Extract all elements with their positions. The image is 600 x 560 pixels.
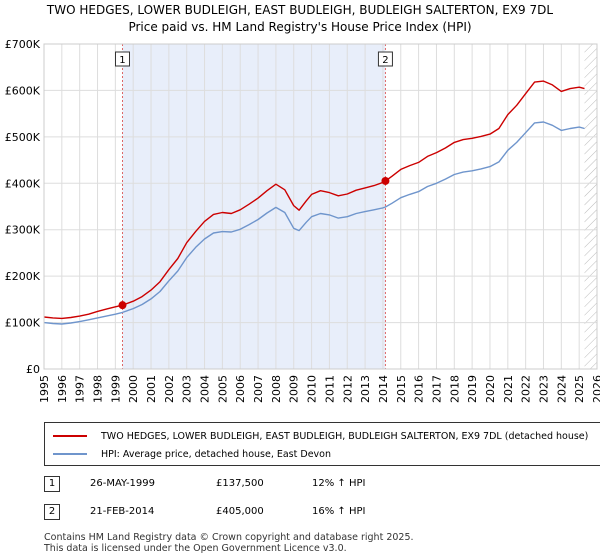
x-tick-label: 2004 [199,375,212,403]
y-tick-label: £600K [5,84,41,97]
legend-label-property: TWO HEDGES, LOWER BUDLEIGH, EAST BUDLEIG… [101,430,589,442]
x-tick-label: 2015 [395,375,408,403]
y-tick-label: £500K [5,131,41,144]
x-tick-label: 2006 [234,375,247,403]
x-tick-label: 2002 [163,375,176,403]
x-tick-label: 2014 [377,375,390,403]
sale-label-box [114,51,130,67]
x-tick-label: 2013 [359,375,372,403]
x-tick-label: 2022 [520,375,533,403]
sale-label: 2 [382,55,388,66]
y-tick-label: £200K [5,270,41,283]
x-tick-label: 1997 [74,375,87,403]
projection-hatch [584,44,597,369]
x-tick-label: 2020 [484,375,497,403]
y-tick-label: £100K [5,317,41,330]
x-tick-label: 2018 [448,375,461,403]
x-tick-label: 2005 [216,375,229,403]
hpi-line [43,121,585,325]
footer-note: Contains HM Land Registry data © Crown c… [44,532,414,554]
y-tick-label: £0 [26,363,40,376]
x-tick-label: 2010 [306,375,319,403]
sale-hpi-change: 12% ↑ HPI [312,478,366,489]
sale-marker-badge: 1 [44,476,60,492]
legend-entry-hpi: HPI: Average price, detached house, East… [53,445,331,463]
chart-title-line1: TWO HEDGES, LOWER BUDLEIGH, EAST BUDLEIG… [46,3,554,17]
x-tick-label: 2012 [341,375,354,403]
y-tick-label: £700K [5,38,41,51]
x-tick-label: 2003 [181,375,194,403]
x-tick-label: 2016 [413,375,426,403]
x-tick-label: 2011 [323,375,336,403]
x-tick-label: 2025 [573,375,586,403]
x-tick-label: 2021 [502,375,515,403]
x-tick-label: 2009 [288,375,301,403]
legend-entry-property: TWO HEDGES, LOWER BUDLEIGH, EAST BUDLEIG… [53,427,588,445]
footer-line-1: Contains HM Land Registry data © Crown c… [44,532,414,543]
sale-hpi-change: 16% ↑ HPI [312,506,366,517]
y-tick-label: £300K [5,224,41,237]
property-price-line [43,80,585,320]
legend-swatch-hpi [53,453,87,455]
sale-row-2: 2 21-FEB-2014 £405,000 16% ↑ HPI [44,502,600,524]
sale-point [118,301,127,310]
x-tick-label: 2007 [252,375,265,403]
x-tick-label: 1998 [92,375,105,403]
sale-price: £137,500 [216,478,264,489]
ownership-period-shading [122,44,386,369]
x-tick-label: 1996 [56,375,69,403]
sale-point [381,176,390,185]
sale-label-box [377,51,393,67]
sale-label: 1 [119,55,125,66]
x-tick-label: 2019 [466,375,479,403]
chart-legend: TWO HEDGES, LOWER BUDLEIGH, EAST BUDLEIG… [44,422,600,466]
price-chart: 1995 1996 1997 1998 1999 2000 2001 2002 2003 2004… [5,38,600,403]
plot-border [43,43,598,370]
x-tick-label: 2000 [127,375,140,403]
x-tick-label: 1999 [109,375,122,403]
x-tick-label: 2017 [430,375,443,403]
legend-swatch-property [53,435,87,437]
x-tick-label: 2026 [591,375,600,403]
sale-price: £405,000 [216,506,264,517]
x-tick-label: 1995 [38,375,51,403]
y-tick-label: £400K [5,177,41,190]
legend-label-hpi: HPI: Average price, detached house, East… [101,448,331,460]
sale-date: 26-MAY-1999 [90,478,156,489]
sale-marker-badge: 2 [44,504,60,520]
footer-line-2: This data is licensed under the Open Gov… [44,543,347,554]
x-tick-label: 2001 [145,375,158,403]
sale-date: 21-FEB-2014 [90,506,155,517]
chart-title-line2: Price paid vs. HM Land Registry's House … [128,20,472,34]
x-tick-label: 2024 [555,375,568,403]
x-tick-label: 2008 [270,375,283,403]
x-tick-label: 2023 [537,375,550,403]
sale-row-1: 1 26-MAY-1999 £137,500 12% ↑ HPI [44,474,600,496]
